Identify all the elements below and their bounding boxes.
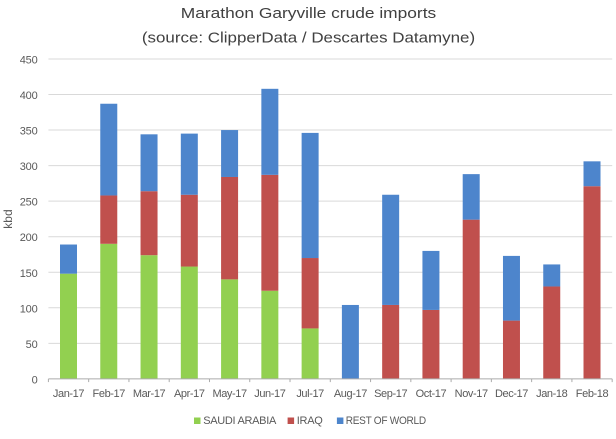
svg-text:Jan-18: Jan-18 <box>536 388 568 400</box>
svg-text:350: 350 <box>20 126 38 138</box>
svg-text:IRAQ: IRAQ <box>297 415 323 427</box>
svg-text:300: 300 <box>20 161 38 173</box>
svg-text:Mar-17: Mar-17 <box>133 388 166 400</box>
svg-text:SAUDI ARABIA: SAUDI ARABIA <box>203 415 277 427</box>
svg-text:Feb-18: Feb-18 <box>576 388 609 400</box>
svg-text:kbd: kbd <box>1 209 15 228</box>
svg-text:Nov-17: Nov-17 <box>455 388 488 400</box>
svg-text:250: 250 <box>20 197 38 209</box>
svg-text:Marathon Garyville crude impor: Marathon Garyville crude imports <box>181 5 437 22</box>
svg-text:Jul-17: Jul-17 <box>296 388 324 400</box>
svg-text:Oct-17: Oct-17 <box>416 388 447 400</box>
svg-text:Aug-17: Aug-17 <box>334 388 367 400</box>
svg-text:(source: ClipperData / Descart: (source: ClipperData / Descartes Datamyn… <box>142 29 475 46</box>
svg-text:Dec-17: Dec-17 <box>495 388 528 400</box>
svg-text:400: 400 <box>20 90 38 102</box>
svg-text:REST OF WORLD: REST OF WORLD <box>346 415 427 427</box>
svg-text:Jun-17: Jun-17 <box>254 388 286 400</box>
svg-text:Apr-17: Apr-17 <box>174 388 205 400</box>
svg-text:200: 200 <box>20 232 38 244</box>
svg-text:Jan-17: Jan-17 <box>53 388 85 400</box>
svg-text:50: 50 <box>26 339 38 351</box>
svg-text:0: 0 <box>32 374 38 386</box>
svg-text:150: 150 <box>20 268 38 280</box>
svg-text:100: 100 <box>20 303 38 315</box>
svg-text:450: 450 <box>20 54 38 66</box>
svg-text:Feb-17: Feb-17 <box>93 388 126 400</box>
svg-text:Sep-17: Sep-17 <box>374 388 407 400</box>
svg-text:May-17: May-17 <box>212 388 247 400</box>
